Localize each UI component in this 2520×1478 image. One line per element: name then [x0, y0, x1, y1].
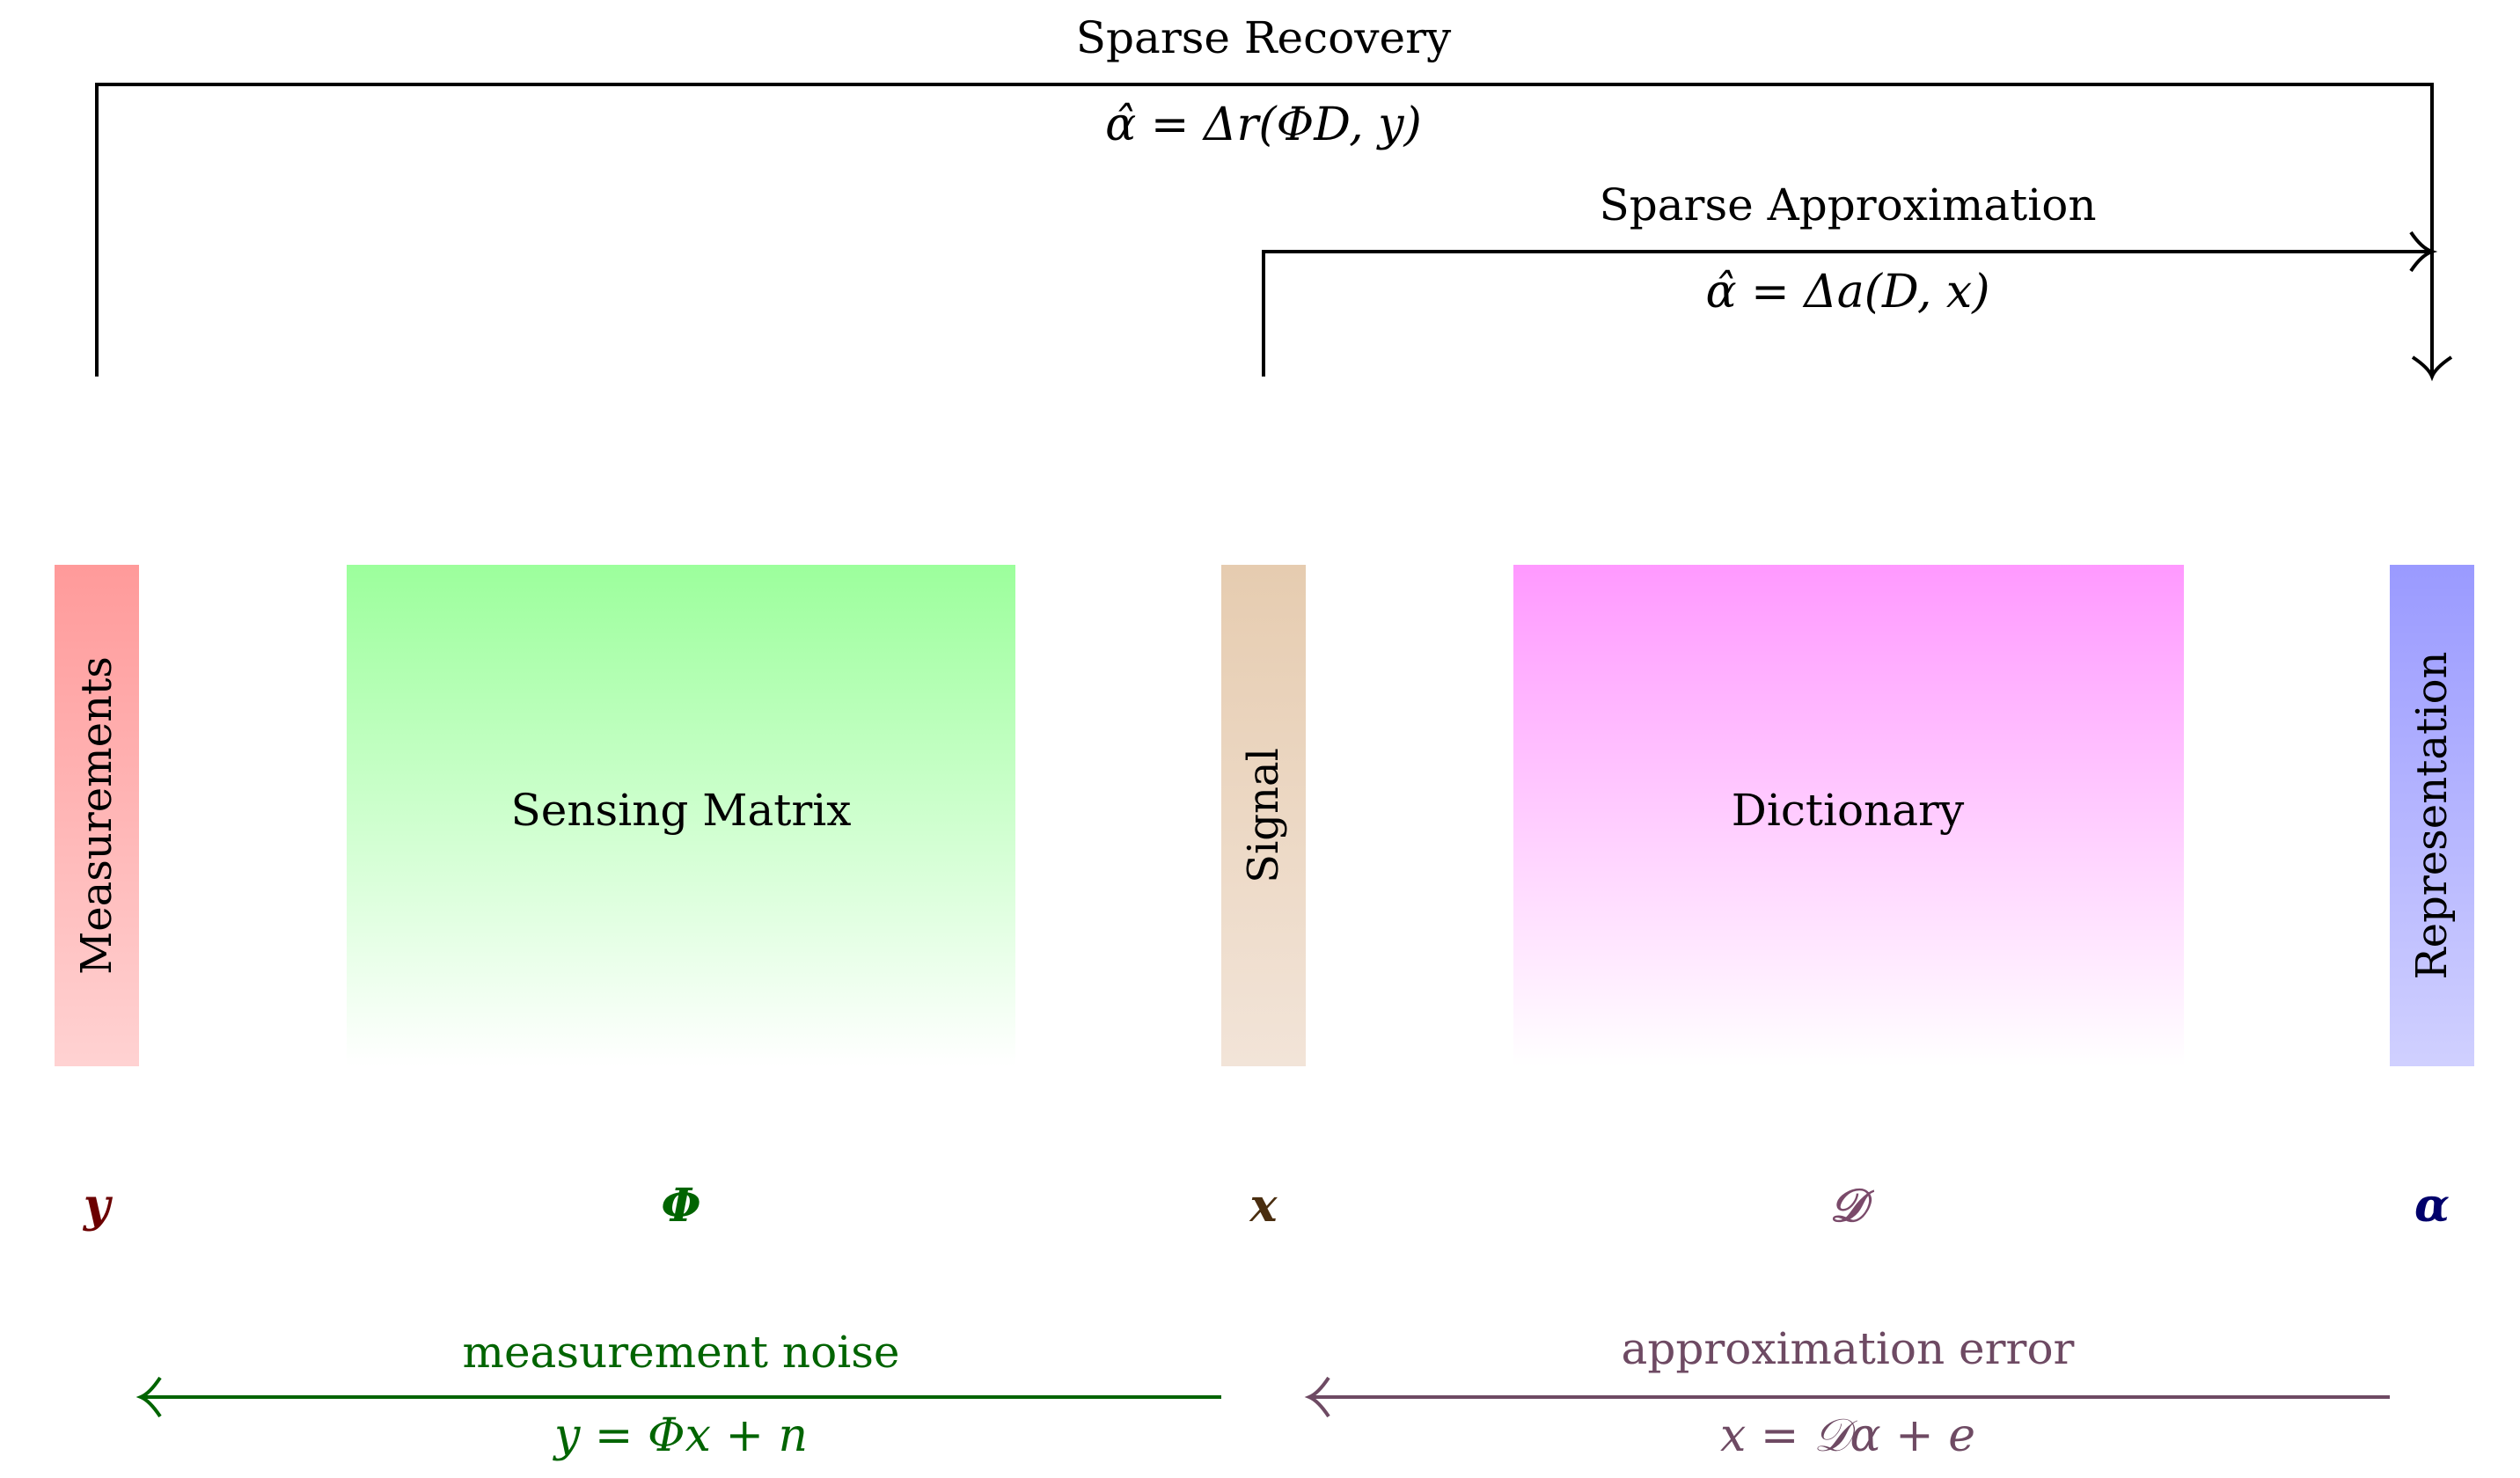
- recovery-arrow: [95, 83, 2434, 377]
- signal-block: [1221, 565, 1306, 1066]
- representation-label: Representation: [2407, 651, 2457, 980]
- recovery-formula: α̂ = Δr(ΦD, y): [1105, 99, 1422, 151]
- signal-symbol: x: [1249, 1179, 1278, 1233]
- approximation-arrowhead: [2409, 230, 2438, 273]
- noise-formula: y = Φx + n: [553, 1409, 809, 1462]
- recovery-title: Sparse Recovery: [1075, 12, 1452, 63]
- signal-label: Signal: [1239, 748, 1288, 883]
- dictionary-symbol: 𝒟: [1829, 1179, 1866, 1233]
- approximation-arrow: [1262, 250, 2428, 377]
- dictionary-block: [1513, 565, 2184, 1066]
- noise-arrowhead: [136, 1376, 162, 1418]
- approximation-title: Sparse Approximation: [1599, 179, 2097, 230]
- measurements-symbol: y: [83, 1179, 111, 1233]
- measurements-label: Measurements: [72, 656, 121, 975]
- sensing-matrix-symbol: Φ: [661, 1179, 701, 1233]
- dictionary-label: Dictionary: [1731, 785, 1965, 836]
- sensing-matrix-block: [347, 565, 1015, 1066]
- noise-label: measurement noise: [462, 1327, 900, 1378]
- error-arrowhead: [1304, 1376, 1330, 1418]
- error-label: approximation error: [1621, 1323, 2075, 1374]
- approximation-formula: α̂ = Δa(D, x): [1705, 266, 1990, 318]
- sensing-matrix-label: Sensing Matrix: [510, 785, 852, 836]
- recovery-arrowhead: [2411, 355, 2453, 382]
- representation-block: [2390, 565, 2474, 1066]
- representation-symbol: α: [2414, 1179, 2450, 1233]
- error-formula: x = 𝒟α + e: [1720, 1409, 1975, 1462]
- measurements-block: [55, 565, 139, 1066]
